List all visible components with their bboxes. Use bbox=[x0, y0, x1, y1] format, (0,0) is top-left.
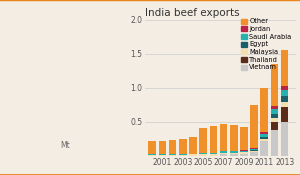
Bar bbox=[169, 140, 176, 154]
Bar bbox=[271, 109, 278, 114]
Bar bbox=[240, 152, 248, 153]
Bar bbox=[260, 88, 268, 132]
Bar bbox=[240, 153, 248, 156]
Bar bbox=[220, 153, 227, 154]
Bar bbox=[230, 152, 238, 153]
Bar bbox=[210, 153, 217, 154]
Bar bbox=[220, 151, 227, 152]
Bar bbox=[240, 150, 248, 151]
Bar bbox=[179, 154, 187, 155]
Legend: Other, Jordan, Saudi Arabia, Egypt, Malaysia, Thailand, Vietnam: Other, Jordan, Saudi Arabia, Egypt, Mala… bbox=[241, 19, 291, 71]
Bar bbox=[260, 134, 268, 137]
Bar bbox=[220, 152, 227, 153]
Text: Mt: Mt bbox=[60, 141, 70, 150]
Bar bbox=[271, 122, 278, 130]
Bar bbox=[281, 102, 289, 107]
Bar bbox=[281, 86, 289, 90]
Text: India beef exports: India beef exports bbox=[145, 8, 240, 18]
Bar bbox=[281, 50, 289, 86]
Bar bbox=[179, 155, 187, 156]
Bar bbox=[230, 154, 238, 156]
Bar bbox=[281, 122, 289, 156]
Bar bbox=[260, 139, 268, 141]
Bar bbox=[250, 151, 258, 152]
Bar bbox=[179, 139, 187, 154]
Bar bbox=[220, 154, 227, 156]
Bar bbox=[220, 124, 227, 151]
Bar bbox=[210, 154, 217, 156]
Bar bbox=[200, 128, 207, 153]
Bar bbox=[159, 141, 166, 154]
Bar bbox=[271, 106, 278, 109]
Bar bbox=[148, 154, 156, 155]
Bar bbox=[230, 153, 238, 154]
Bar bbox=[240, 127, 248, 150]
Bar bbox=[210, 126, 217, 153]
Bar bbox=[250, 148, 258, 149]
Bar bbox=[189, 153, 197, 154]
Bar bbox=[230, 151, 238, 152]
Bar bbox=[281, 96, 289, 102]
Bar bbox=[250, 152, 258, 156]
Bar bbox=[250, 150, 258, 151]
Bar bbox=[159, 155, 166, 156]
Bar bbox=[148, 155, 156, 156]
Bar bbox=[250, 149, 258, 150]
Bar bbox=[169, 155, 176, 156]
Bar bbox=[281, 107, 289, 122]
Bar bbox=[271, 130, 278, 156]
Bar bbox=[271, 64, 278, 106]
Bar bbox=[200, 154, 207, 156]
Bar bbox=[189, 154, 197, 156]
Bar bbox=[260, 132, 268, 134]
Bar bbox=[240, 151, 248, 152]
Bar bbox=[260, 137, 268, 139]
Bar bbox=[230, 125, 238, 151]
Bar bbox=[271, 118, 278, 122]
Bar bbox=[169, 154, 176, 155]
Bar bbox=[281, 90, 289, 96]
Bar bbox=[159, 154, 166, 155]
Bar bbox=[250, 105, 258, 148]
Bar bbox=[189, 136, 197, 153]
Bar bbox=[260, 141, 268, 156]
Bar bbox=[271, 114, 278, 118]
Bar bbox=[200, 153, 207, 154]
Bar bbox=[148, 141, 156, 154]
